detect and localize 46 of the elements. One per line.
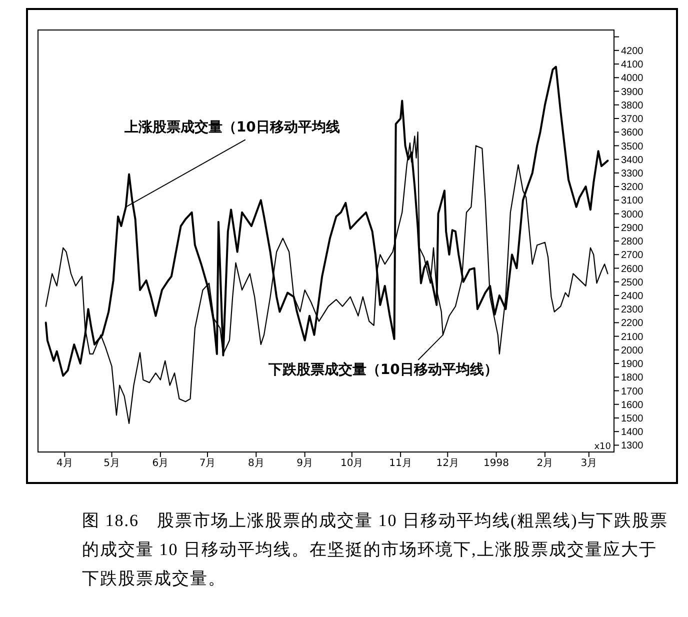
y-tick-label: 3800: [621, 100, 644, 112]
legend-label: 下跌股票成交量（10日移动平均线）: [267, 360, 498, 378]
y-tick-label: 1800: [621, 372, 644, 384]
text: 上涨股票成交量（10日移动平均线: [123, 118, 340, 136]
x-tick-label: 5月: [104, 458, 120, 470]
y-tick-label: 3400: [621, 154, 644, 166]
x-tick-label: 3月: [580, 458, 598, 470]
y-tick-label: 3500: [621, 141, 644, 152]
y-tick-label: 2100: [621, 332, 644, 343]
x-tick-label: 2月: [536, 458, 554, 470]
caption: 图 18.6 股票市场上涨股票的成交量 10 日移动平均线(粗黑线)与下跌股票的成交量 10 日移动平均线。在坚挺的市场环境下,上涨股票成交量应大于下跌股票成交量。: [82, 510, 669, 590]
y-tick-label: 2300: [621, 304, 644, 316]
y-tick-label: 2700: [621, 250, 644, 262]
y-tick-label: 1500: [621, 414, 644, 425]
x-tick-label: 9月: [296, 458, 313, 470]
y-tick-label: 3200: [621, 182, 644, 194]
x-tick-label: 1998: [484, 458, 510, 470]
y-tick-label: 3000: [621, 209, 644, 220]
y-tick-label: 4000: [621, 73, 644, 84]
y-tick-label: 3900: [621, 86, 644, 98]
y-tick-label: 4100: [621, 60, 644, 71]
y-tick-label: 2800: [621, 236, 644, 248]
y-tick-label: 3700: [621, 114, 644, 126]
y-tick-label: 3600: [621, 128, 644, 139]
y-tick-label: 3100: [621, 196, 644, 207]
y-axis-title: x10: [594, 442, 612, 452]
x-tick-label: 4月: [56, 458, 73, 470]
y-tick-label: 2500: [621, 277, 644, 288]
x-tick-label: 11月: [389, 458, 412, 470]
x-tick-label: 8月: [248, 458, 264, 470]
y-tick-label: 1900: [621, 359, 644, 370]
y-tick-label: 3300: [621, 168, 644, 180]
y-tick-label: 2600: [621, 264, 644, 275]
y-tick-label: 2900: [621, 222, 644, 234]
y-tick-label: 2400: [621, 291, 644, 302]
y-tick-label: 1600: [621, 400, 644, 411]
y-tick-label: 2000: [621, 345, 644, 356]
y-tick-label: 4200: [621, 46, 644, 57]
y-tick-label: 1700: [621, 386, 644, 398]
x-tick-label: 7月: [199, 458, 216, 470]
y-tick-label: 1300: [621, 440, 644, 452]
x-tick-label: 12月: [436, 458, 459, 470]
x-tick-label: 6月: [152, 458, 169, 470]
x-tick-label: 10月: [340, 458, 364, 470]
y-tick-label: 1400: [621, 427, 644, 438]
y-tick-label: 2200: [621, 318, 644, 330]
